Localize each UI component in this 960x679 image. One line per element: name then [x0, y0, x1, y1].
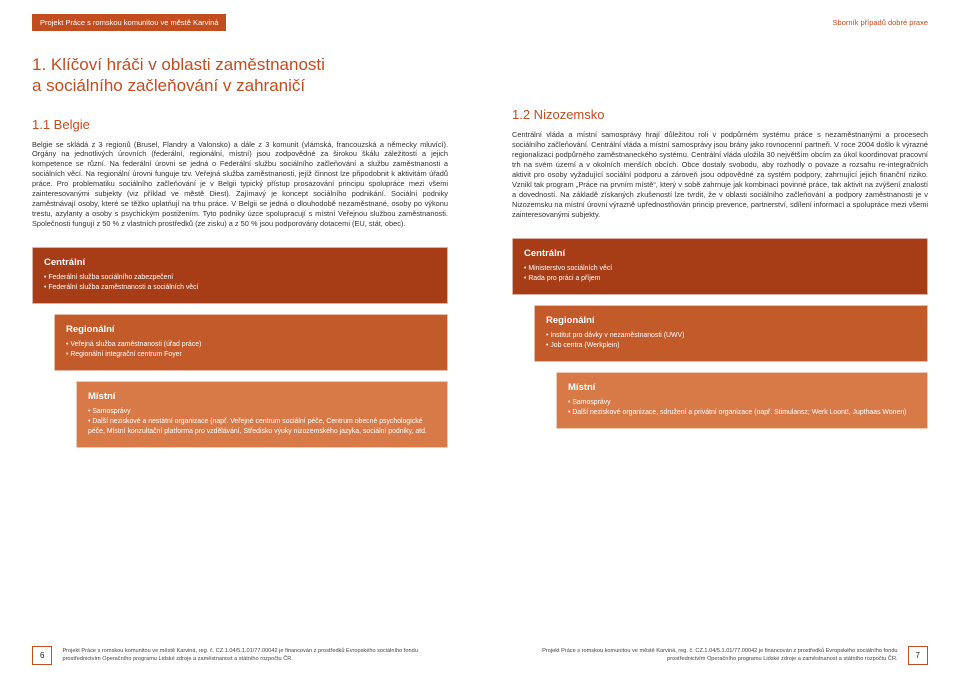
list-item: Institut pro dávky v nezaměstnanosti (UW… [546, 331, 916, 341]
footer-text-right: Projekt Práce s romskou komunitou ve měs… [512, 648, 898, 663]
belgium-central-title: Centrální [44, 257, 436, 268]
netherlands-regional-list: Institut pro dávky v nezaměstnanosti (UW… [546, 331, 916, 351]
netherlands-local-title: Místní [568, 382, 916, 393]
page-left: Projekt Práce s romskou komunitou ve měs… [0, 0, 480, 679]
footer-left: 6 Projekt Práce s romskou komunitou ve m… [32, 646, 448, 665]
list-item: Další neziskové organizace, sdružení a p… [568, 408, 916, 418]
list-item: Regionální integrační centrum Foyer [66, 350, 436, 360]
page-right: Sborník případů dobré praxe 1.2 Nizozems… [480, 0, 960, 679]
header-bar-right: Sborník případů dobré praxe [480, 0, 960, 34]
text-belgium: Belgie se skládá z 3 regionů (Brusel, Fl… [0, 140, 480, 230]
list-item: Veřejná služba zaměstnanosti (úřad práce… [66, 340, 436, 350]
belgium-regional-list: Veřejná služba zaměstnanosti (úřad práce… [66, 340, 436, 360]
netherlands-regional-box: Regionální Institut pro dávky v nezaměst… [534, 305, 928, 362]
belgium-regional-title: Regionální [66, 324, 436, 335]
main-title-line2: a sociálního začleňování v zahraničí [32, 76, 305, 95]
text-netherlands: Centrální vláda a místní samosprávy hraj… [480, 130, 960, 220]
page-number-left: 6 [32, 646, 52, 665]
netherlands-local-list: Samosprávy Další neziskové organizace, s… [568, 398, 916, 418]
list-item: Job centra (Werkplein) [546, 341, 916, 351]
list-item: Samosprávy [568, 398, 916, 408]
belgium-boxes: Centrální Federální služba sociálního za… [0, 229, 480, 448]
list-item: Další neziskové a nestátní organizace (n… [88, 417, 436, 437]
header-bar-left: Projekt Práce s romskou komunitou ve měs… [0, 0, 480, 34]
sbornik-label: Sborník případů dobré praxe [833, 14, 928, 27]
heading-netherlands: 1.2 Nizozemsko [480, 34, 960, 130]
belgium-local-box: Místní Samosprávy Další neziskové a nest… [76, 381, 448, 448]
page-number-right: 7 [908, 646, 928, 665]
netherlands-local-box: Místní Samosprávy Další neziskové organi… [556, 372, 928, 429]
list-item: Federální služba zaměstnanosti a sociáln… [44, 283, 436, 293]
netherlands-regional-title: Regionální [546, 315, 916, 326]
project-label: Projekt Práce s romskou komunitou ve měs… [32, 14, 226, 31]
netherlands-central-list: Ministerstvo sociálních věcí Rada pro pr… [524, 264, 916, 284]
list-item: Rada pro práci a příjem [524, 274, 916, 284]
list-item: Federální služba sociálního zabezpečení [44, 273, 436, 283]
main-title-line1: 1. Klíčoví hráči v oblasti zaměstnanosti [32, 55, 325, 74]
heading-belgium: 1.1 Belgie [0, 97, 480, 140]
belgium-regional-box: Regionální Veřejná služba zaměstnanosti … [54, 314, 448, 371]
list-item: Ministerstvo sociálních věcí [524, 264, 916, 274]
belgium-central-box: Centrální Federální služba sociálního za… [32, 247, 448, 304]
main-title: 1. Klíčoví hráči v oblasti zaměstnanosti… [0, 34, 480, 97]
list-item: Samosprávy [88, 407, 436, 417]
belgium-central-list: Federální služba sociálního zabezpečení … [44, 273, 436, 293]
footer-text-left: Projekt Práce s romskou komunitou ve měs… [62, 648, 448, 663]
netherlands-central-title: Centrální [524, 248, 916, 259]
netherlands-central-box: Centrální Ministerstvo sociálních věcí R… [512, 238, 928, 295]
belgium-local-list: Samosprávy Další neziskové a nestátní or… [88, 407, 436, 437]
netherlands-boxes: Centrální Ministerstvo sociálních věcí R… [480, 220, 960, 429]
footer-right: 7 Projekt Práce s romskou komunitou ve m… [512, 646, 928, 665]
belgium-local-title: Místní [88, 391, 436, 402]
